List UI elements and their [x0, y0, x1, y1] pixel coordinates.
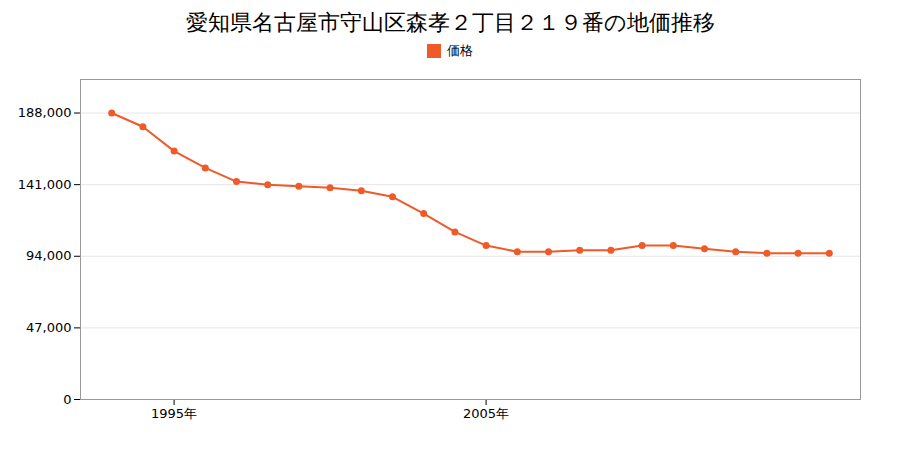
svg-text:2005年: 2005年 [463, 406, 509, 421]
html-text:愛知県名古屋市守山区森孝２丁目２１９番の地価推移: 愛知県名古屋市守山区森孝２丁目２１９番の地価推移 [185, 10, 715, 35]
svg-text:47,000: 47,000 [26, 320, 72, 335]
svg-text:188,000: 188,000 [18, 105, 72, 120]
svg-text:0: 0 [63, 392, 71, 407]
html-text:価格: 価格 [447, 43, 473, 58]
svg-text:94,000: 94,000 [26, 248, 72, 263]
svg-text:1995年: 1995年 [151, 406, 197, 421]
svg-text:141,000: 141,000 [18, 177, 72, 192]
